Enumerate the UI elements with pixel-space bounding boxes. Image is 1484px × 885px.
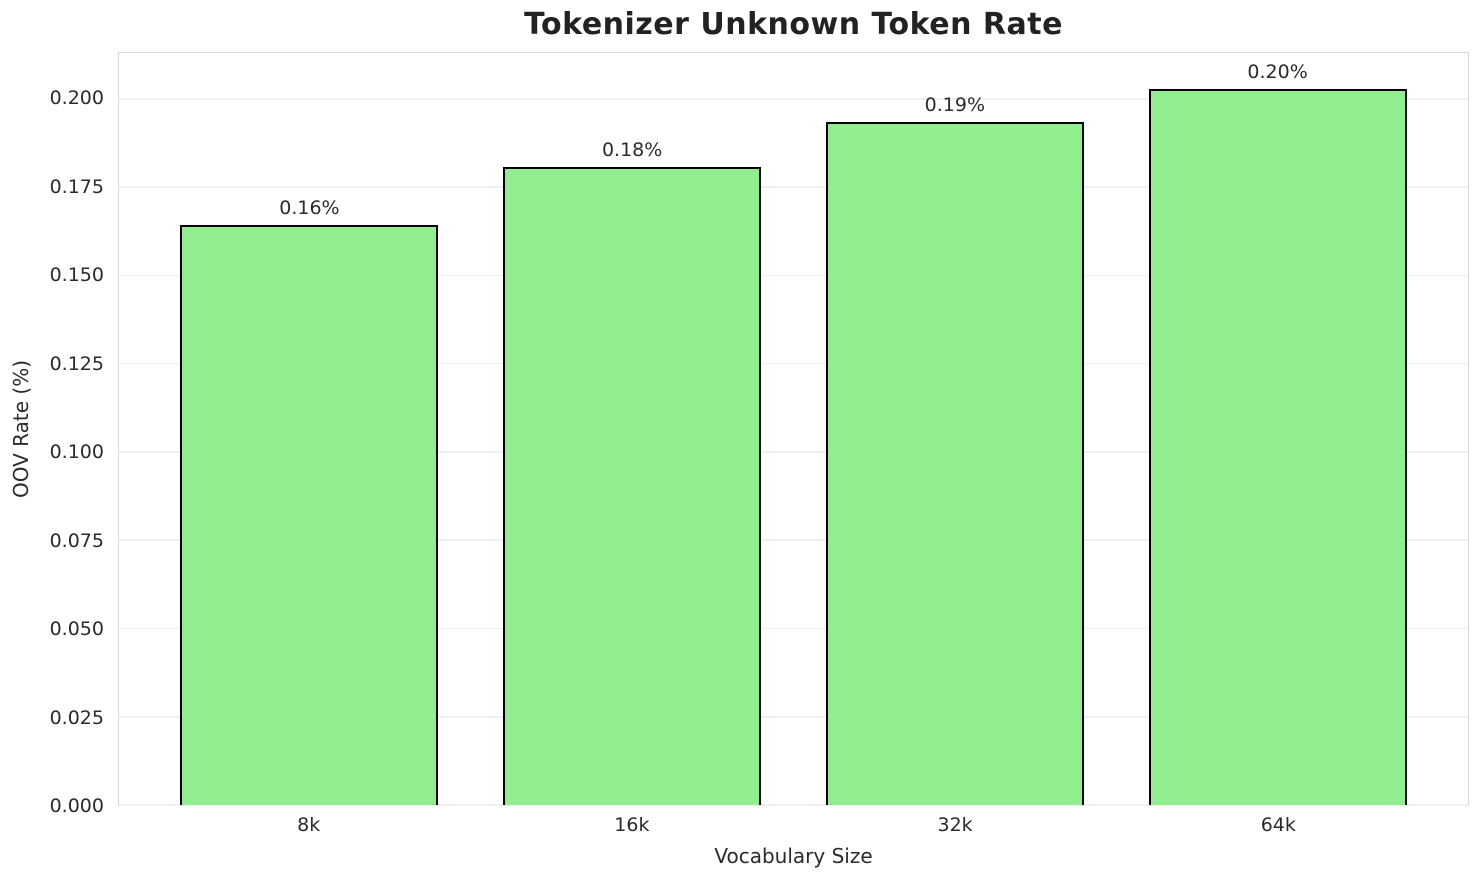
- plot-area: 0.16% 0.18% 0.19% 0.20%: [118, 52, 1469, 806]
- gridline: [119, 274, 1468, 277]
- x-axis-label: Vocabulary Size: [714, 844, 873, 868]
- y-tick-label: 0.150: [49, 264, 104, 287]
- gridline: [119, 362, 1468, 365]
- x-tick-label: 64k: [1260, 814, 1296, 836]
- y-tick-label: 0.200: [49, 87, 104, 110]
- y-tick-label: 0.050: [49, 618, 104, 641]
- gridline: [119, 451, 1468, 453]
- gridline: [119, 716, 1468, 718]
- y-tick-label: 0.075: [49, 529, 104, 552]
- gridline: [119, 98, 1468, 100]
- bar: [1148, 89, 1407, 805]
- y-tick-labels: 0.000 0.025 0.050 0.075 0.100 0.125 0.150 0.175…: [0, 52, 104, 817]
- bar: [180, 224, 439, 805]
- y-tick-label: 0.125: [49, 352, 104, 375]
- bar-value-label: 0.19%: [924, 93, 986, 116]
- bar-value-label: 0.16%: [279, 196, 340, 219]
- y-tick-label: 0.000: [49, 795, 104, 817]
- x-tick-label: 8k: [297, 814, 321, 836]
- x-tick-labels: 8k 16k 32k 64k: [118, 812, 1469, 838]
- gridline: [119, 539, 1468, 541]
- gridline: [119, 804, 1468, 806]
- x-tick-label: 16k: [614, 814, 650, 836]
- x-tick-label: 32k: [937, 814, 973, 836]
- bar-value-label: 0.20%: [1247, 61, 1308, 84]
- y-tick-label: 0.025: [49, 706, 104, 729]
- y-tick-label: 0.100: [49, 441, 104, 464]
- bar: [503, 166, 762, 805]
- y-tick-label: 0.175: [49, 175, 104, 198]
- gridline: [119, 627, 1468, 630]
- chart-title: Tokenizer Unknown Token Rate: [524, 7, 1063, 42]
- bar-value-label: 0.18%: [601, 138, 663, 161]
- gridline: [119, 186, 1468, 188]
- bar: [825, 121, 1084, 805]
